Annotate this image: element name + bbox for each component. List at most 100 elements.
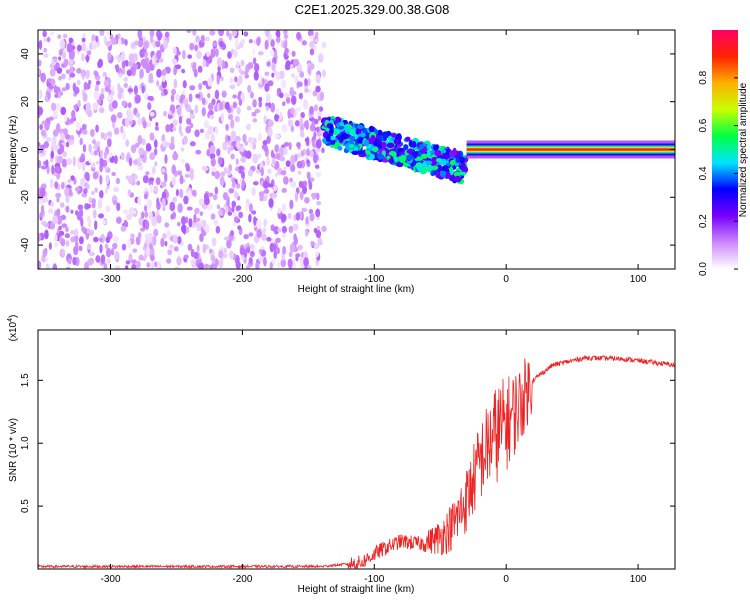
spectrogram-cell: [43, 47, 48, 53]
spectrogram-cell: [303, 257, 309, 267]
spectrogram-cell: [281, 225, 287, 234]
spectrogram-cell: [60, 248, 66, 257]
spectrogram-cell: [171, 176, 177, 186]
spectrogram-cell: [321, 69, 326, 78]
spectrogram-cell: [243, 31, 249, 37]
spectrogram-cell: [219, 40, 224, 48]
spectrogram-cell: [243, 234, 249, 240]
spectrogram-cell: [330, 138, 336, 145]
spectrogram-cell: [41, 220, 47, 226]
spectrogram-cell: [349, 143, 355, 149]
spectrogram-cell: [386, 142, 395, 149]
spectrogram-cell: [143, 42, 148, 51]
spectrogram-cell: [316, 111, 322, 118]
spectrogram-cell: [66, 42, 73, 53]
spectrogram-cell: [105, 174, 110, 185]
spectrogram-cell: [227, 211, 233, 216]
spectrogram-cell: [309, 213, 315, 222]
spectrogram-cell: [303, 120, 309, 129]
figure-title: C2E1.2025.329.00.38.G08: [295, 2, 450, 17]
spectrogram-cell: [73, 245, 79, 256]
spectrogram-cell: [149, 152, 156, 161]
spectrogram-cell: [137, 117, 142, 126]
spectrogram-cell: [251, 137, 255, 144]
spectrogram-cell: [170, 135, 175, 145]
spectrogram-cell: [297, 81, 303, 88]
snr-frame: [37, 329, 676, 570]
spectrogram-cell: [181, 216, 186, 226]
spectrogram-cell: [309, 150, 314, 158]
spectrogram-cell: [181, 94, 185, 100]
spectrogram-cell: [130, 66, 135, 72]
spectrogram-cell: [309, 106, 314, 115]
spectrogram-cell: [164, 240, 168, 247]
spectrogram-cell: [65, 194, 70, 203]
spectrogram-cell: [180, 147, 185, 152]
spectrogram-cell: [274, 172, 278, 177]
spectrogram-cell: [300, 150, 305, 157]
spectrogram-cell: [63, 58, 69, 67]
spectrogram-cell: [149, 177, 155, 182]
spectrogram-cell: [273, 249, 278, 259]
spectrogram-cell: [106, 258, 111, 264]
spectrogram-cell: [146, 262, 151, 268]
spectrogram-cell: [120, 225, 127, 232]
spectrogram-cell: [103, 151, 107, 160]
spectrogram-cell: [133, 174, 138, 180]
colorbar-label: Normalized spectral amplitude: [738, 82, 749, 217]
spectrogram-cell: [267, 183, 274, 188]
spectrogram-cell: [65, 133, 71, 140]
spectrogram-cell: [246, 105, 252, 111]
spectrogram-cell: [149, 63, 155, 71]
spectrogram-cell: [261, 233, 267, 242]
spectrogram-cell: [282, 245, 286, 255]
spectrogram-cell: [262, 140, 268, 146]
spectrogram-cell: [141, 211, 145, 220]
spectrogram-cell: [176, 170, 183, 176]
spectrogram-cell: [106, 131, 113, 137]
spectrogram-cell: [274, 113, 280, 122]
spectrogram-cell: [294, 153, 298, 162]
spectrogram-cell: [240, 59, 245, 66]
spectrogram-cell: [213, 219, 219, 226]
spectrogram-cell: [233, 211, 237, 217]
spectrogram-cell: [210, 213, 216, 220]
spectrogram-cell: [78, 245, 83, 252]
spectrogram-cell: [399, 155, 406, 164]
spectrogram-cell: [234, 76, 238, 83]
spectrogram-cell: [99, 149, 104, 157]
spectrogram-cell: [95, 160, 100, 165]
spectrogram-cell: [50, 150, 55, 159]
spectrogram-cell: [124, 38, 128, 46]
spectrogram-cell: [40, 72, 47, 83]
spectrogram-cell: [168, 110, 172, 116]
spectrogram-cell: [290, 164, 296, 172]
spectrogram-cell: [209, 30, 216, 36]
spectrogram-cell: [64, 187, 70, 197]
snr-y-label: SNR (10 * v/v): [8, 418, 19, 482]
spectrogram-cell: [95, 80, 101, 86]
spectrogram-cell: [144, 233, 151, 240]
spectrogram-cell: [270, 39, 275, 48]
spectrogram-cell: [304, 197, 310, 204]
spectrogram-cell: [136, 157, 143, 162]
spectrogram-cell: [173, 246, 179, 252]
spectrogram-cell: [137, 196, 142, 206]
spectrogram-cell: [156, 68, 162, 78]
spectrogram-cell: [122, 67, 126, 75]
spectrogram-cell: [70, 236, 76, 243]
spectrogram-cell: [281, 79, 287, 89]
spectrogram-cell: [128, 253, 133, 263]
spectrogram-cell: [108, 151, 113, 158]
spectrogram-cell: [276, 261, 281, 268]
spectrogram-cell: [264, 71, 270, 76]
spectrogram-cell: [193, 68, 198, 78]
spectrogram-cell: [39, 124, 44, 130]
spectrogram-cell: [58, 49, 64, 56]
spectrogram-cell: [153, 148, 158, 156]
spectrogram-cell: [377, 154, 385, 160]
spectrogram-cell: [124, 59, 129, 67]
spectrogram-cell: [164, 31, 170, 38]
spectrogram-cell: [195, 35, 200, 43]
spectrogram-cell: [315, 192, 320, 201]
